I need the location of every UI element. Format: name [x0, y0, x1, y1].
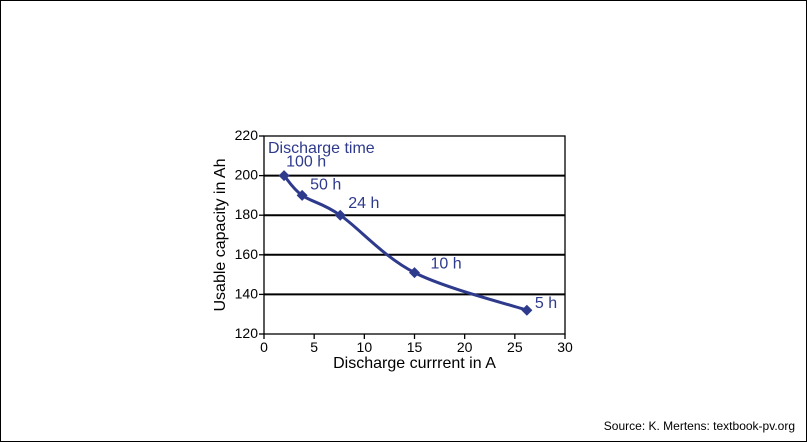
x-tick-label-0: 0 — [260, 339, 268, 355]
point-label-3: 24 h — [348, 195, 379, 212]
y-tick-label-120: 120 — [235, 325, 259, 341]
y-tick-label-160: 160 — [235, 246, 259, 262]
y-tick-label-140: 140 — [235, 285, 259, 301]
point-label-1: 100 h — [286, 154, 326, 171]
data-point-3 — [334, 209, 346, 221]
y-tick-label-180: 180 — [235, 206, 259, 222]
x-tick-label-10: 10 — [357, 339, 373, 355]
y-axis-ticks: 120 140 160 180 200 220 — [235, 127, 264, 341]
series-markers — [278, 170, 533, 316]
point-label-2: 50 h — [310, 176, 341, 193]
point-label-5: 5 h — [535, 295, 557, 312]
y-tick-label-200: 200 — [235, 167, 259, 183]
x-tick-label-30: 30 — [557, 339, 573, 355]
x-tick-label-20: 20 — [457, 339, 473, 355]
series-line — [282, 174, 529, 312]
point-label-4: 10 h — [431, 256, 462, 273]
y-tick-label-220: 220 — [235, 127, 259, 143]
x-axis-label: Discharge currrent in A — [333, 355, 496, 372]
data-point-1 — [278, 170, 290, 182]
x-axis-ticks: 0 5 10 15 20 25 30 — [260, 334, 573, 355]
x-tick-label-25: 25 — [507, 339, 523, 355]
source-credit: Source: K. Mertens: textbook-pv.org — [603, 419, 795, 433]
point-labels: 100 h 50 h 24 h 10 h 5 h — [286, 154, 557, 313]
data-point-5 — [521, 304, 533, 316]
data-point-4 — [409, 267, 420, 279]
data-point-2 — [296, 189, 308, 201]
y-axis-label: Usable capacity in Ah — [212, 159, 229, 312]
x-tick-label-15: 15 — [407, 339, 423, 355]
gridlines — [264, 174, 565, 296]
x-tick-label-5: 5 — [310, 339, 318, 355]
legend-title: Discharge time — [268, 140, 375, 157]
